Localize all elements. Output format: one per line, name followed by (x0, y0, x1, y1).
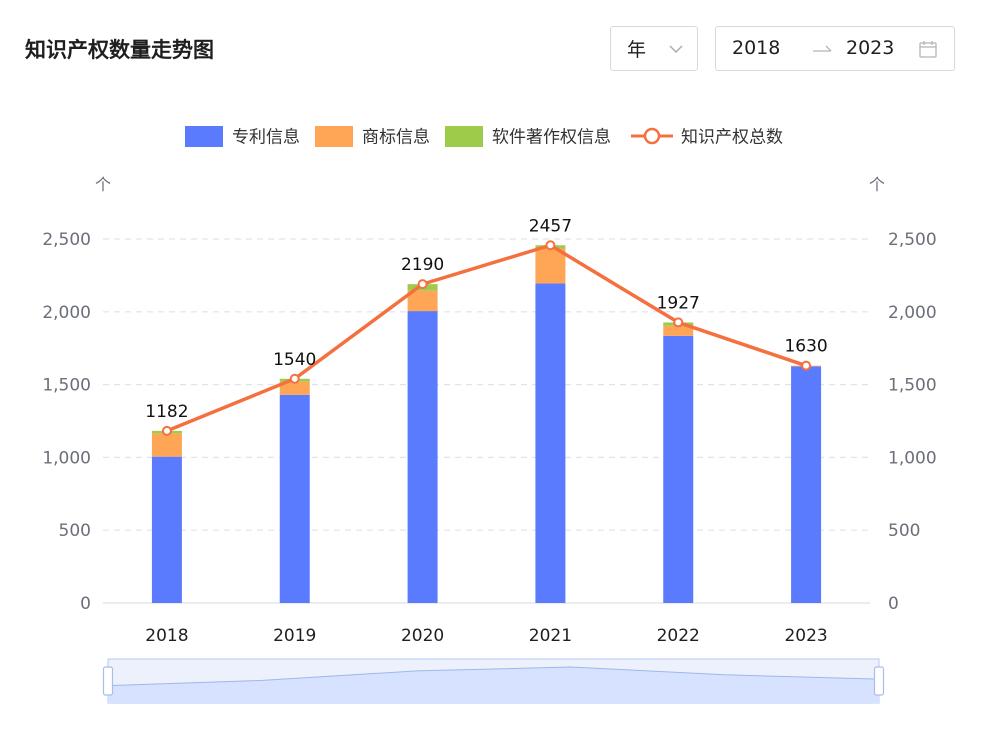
x-tick-label: 2020 (401, 626, 444, 646)
x-tick-label: 2023 (784, 626, 827, 646)
chart-grid (103, 238, 870, 604)
y-axis-left: 0 500 1,000 1,500 2,000 2,500 (42, 230, 91, 614)
total-line (166, 243, 807, 433)
zoom-handle-start[interactable] (102, 666, 114, 696)
legend-swatch (445, 126, 483, 147)
period-select-value: 年 (627, 39, 647, 61)
y-right-unit: 个 (869, 175, 885, 194)
range-start[interactable]: 2018 (732, 37, 781, 59)
zoom-preview-area (108, 667, 879, 703)
y-left-tick-label: 1,500 (42, 376, 91, 396)
total-point (801, 360, 812, 371)
legend-item[interactable]: 软件著作权信息 (445, 126, 611, 148)
y-right-tick-label: 2,500 (888, 230, 937, 250)
legend-swatch (315, 126, 353, 147)
axis-unit-labels: 个个 (95, 175, 885, 194)
data-zoom-slider[interactable] (102, 658, 885, 704)
y-right-tick-label: 0 (888, 594, 899, 614)
legend-item[interactable]: 商标信息 (315, 126, 430, 148)
y-left-tick-label: 2,500 (42, 230, 91, 250)
data-label: 2190 (401, 255, 444, 275)
bar-segment (407, 311, 438, 603)
total-point (289, 373, 300, 384)
bar-segment (407, 290, 438, 312)
total-point (673, 317, 684, 328)
zoom-handle-end[interactable] (873, 666, 885, 696)
legend-label: 知识产权总数 (681, 128, 783, 148)
data-label: 1630 (784, 337, 827, 357)
data-labels: 1182 1540 2190 2457 1927 1630 (145, 216, 827, 422)
y-left-tick-label: 0 (80, 594, 91, 614)
zoom-preview-line (107, 666, 880, 687)
y-right-tick-label: 2,000 (888, 303, 937, 323)
bar-series (151, 245, 822, 603)
x-tick-label: 2019 (273, 626, 316, 646)
bar-segment (535, 248, 566, 284)
bar-segment (279, 394, 310, 603)
y-left-tick-label: 1,000 (42, 448, 91, 468)
y-right-tick-label: 1,500 (888, 376, 937, 396)
bar-segment (279, 381, 310, 395)
data-label: 1182 (145, 402, 188, 422)
total-point (545, 240, 556, 251)
y-axis-right: 0 500 1,000 1,500 2,000 2,500 (888, 230, 937, 614)
legend-label: 商标信息 (362, 128, 430, 148)
total-line-series (161, 240, 812, 436)
arrow-right-icon (812, 42, 834, 61)
y-right-tick-label: 1,000 (888, 448, 937, 468)
legend-item[interactable]: 知识产权总数 (631, 128, 783, 148)
range-end[interactable]: 2023 (846, 37, 895, 59)
chevron-down-icon (667, 40, 685, 62)
legend-label: 专利信息 (232, 128, 300, 148)
y-left-unit: 个 (95, 175, 111, 194)
legend-line-marker (643, 127, 661, 145)
bar-segment (151, 456, 182, 603)
data-label: 2457 (529, 216, 572, 236)
y-left-tick-label: 500 (59, 521, 91, 541)
y-left-tick-label: 2,000 (42, 303, 91, 323)
x-tick-label: 2021 (529, 626, 572, 646)
x-tick-label: 2022 (657, 626, 700, 646)
total-point (417, 279, 428, 290)
y-right-tick-label: 500 (888, 521, 920, 541)
data-label: 1540 (273, 350, 316, 370)
date-range-picker[interactable]: 2018 2023 (715, 26, 955, 71)
legend-item[interactable]: 专利信息 (185, 126, 300, 148)
bar-segment (535, 283, 566, 603)
total-point (161, 425, 172, 436)
chart-legend: 专利信息 商标信息 软件著作权信息 知识产权总数 (185, 126, 783, 148)
x-tick-label: 2018 (145, 626, 188, 646)
x-axis: 2018 2019 2020 2021 2022 2023 (145, 626, 827, 646)
legend-label: 软件著作权信息 (492, 128, 611, 148)
bar-segment (791, 366, 822, 603)
calendar-icon (918, 39, 938, 63)
legend-swatch (185, 126, 223, 147)
bar-segment (663, 335, 694, 603)
page-title: 知识产权数量走势图 (25, 38, 214, 62)
period-select[interactable]: 年 (610, 26, 698, 71)
data-label: 1927 (657, 293, 700, 313)
bar-segment (151, 433, 182, 457)
bar-segment (663, 325, 694, 336)
